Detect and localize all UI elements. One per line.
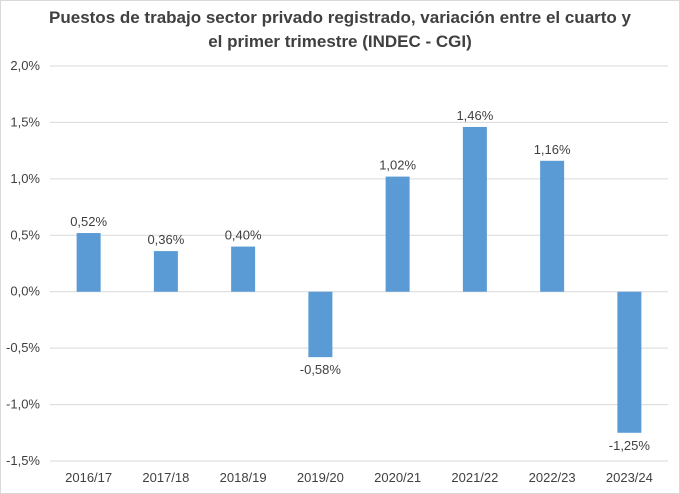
- x-tick-label: 2018/19: [220, 470, 267, 485]
- chart-title-line-1: Puestos de trabajo sector privado regist…: [49, 8, 631, 27]
- data-label: 0,36%: [147, 232, 184, 247]
- y-tick-label: -1,5%: [6, 453, 40, 468]
- bar: [231, 246, 256, 292]
- y-tick-label: 1,0%: [10, 171, 40, 186]
- data-label: 1,02%: [379, 158, 416, 173]
- data-label: 0,52%: [70, 214, 107, 229]
- y-tick-label: -1,0%: [6, 397, 40, 412]
- y-axis-tick-labels: 2,0% 1,5% 1,0% 0,5% 0,0% -0,5% -1,0% -1,5%: [6, 58, 40, 468]
- y-tick-label: 2,0%: [10, 58, 40, 73]
- x-axis-tick-labels: 2016/17 2017/18 2018/19 2019/20 2020/21 2021/…: [65, 470, 653, 485]
- x-tick-label: 2020/21: [374, 470, 421, 485]
- chart-title-line-2: el primer trimestre (INDEC - CGI): [208, 32, 472, 51]
- bar: [617, 291, 642, 433]
- data-label: 1,46%: [456, 108, 493, 123]
- gridlines: [50, 65, 668, 462]
- x-tick-label: 2023/24: [606, 470, 653, 485]
- y-tick-label: -0,5%: [6, 340, 40, 355]
- x-tick-label: 2022/23: [529, 470, 576, 485]
- y-tick-label: 0,0%: [10, 284, 40, 299]
- data-label: 0,40%: [225, 228, 262, 243]
- y-tick-label: 0,5%: [10, 227, 40, 242]
- bar: [385, 176, 410, 292]
- bar: [76, 233, 101, 292]
- x-tick-label: 2017/18: [142, 470, 189, 485]
- x-tick-label: 2016/17: [65, 470, 112, 485]
- data-label: 1,16%: [534, 142, 571, 157]
- data-labels: 0,52% 0,36% 0,40% -0,58% 1,02% 1,46% 1,16% -1,2…: [70, 108, 650, 453]
- bar: [153, 251, 178, 292]
- bar: [308, 291, 333, 358]
- y-tick-label: 1,5%: [10, 114, 40, 129]
- chart-title: Puestos de trabajo sector privado regist…: [0, 6, 680, 54]
- data-label: -1,25%: [609, 438, 651, 453]
- bar: [540, 160, 565, 292]
- bars: [76, 126, 642, 433]
- x-tick-label: 2021/22: [451, 470, 498, 485]
- x-tick-label: 2019/20: [297, 470, 344, 485]
- data-label: -0,58%: [300, 362, 342, 377]
- bar: [462, 126, 487, 292]
